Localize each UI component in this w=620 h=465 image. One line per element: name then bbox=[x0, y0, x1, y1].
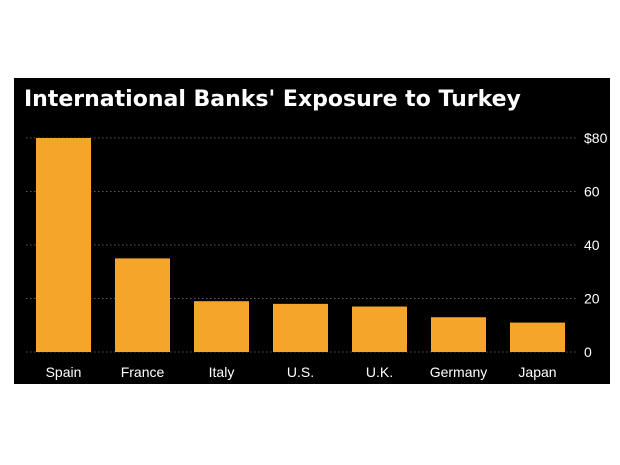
y-tick-label: 0 bbox=[584, 344, 592, 360]
x-tick-label: Germany bbox=[430, 364, 488, 380]
x-axis-ticks: Spain France Italy U.S. U.K. Germany Japan bbox=[46, 364, 557, 380]
x-tick-label: France bbox=[121, 364, 165, 380]
chart-title: International Banks' Exposure to Turkey bbox=[24, 87, 521, 112]
x-tick-label: U.K. bbox=[366, 364, 393, 380]
y-tick-label: $80 Billion bbox=[584, 130, 620, 146]
bar bbox=[431, 317, 486, 352]
bar bbox=[352, 306, 407, 352]
x-tick-label: U.S. bbox=[287, 364, 314, 380]
bar bbox=[273, 303, 328, 352]
x-tick-label: Spain bbox=[46, 364, 82, 380]
bars bbox=[36, 138, 565, 352]
x-tick-label: Japan bbox=[518, 364, 556, 380]
y-tick-label: 20 bbox=[584, 291, 600, 307]
bar bbox=[115, 258, 170, 352]
y-axis-ticks: 0 20 40 60 $80 Billion bbox=[584, 130, 620, 360]
x-tick-label: Italy bbox=[209, 364, 235, 380]
y-tick-label: 60 bbox=[584, 184, 600, 200]
bar bbox=[194, 301, 249, 352]
bar bbox=[510, 322, 565, 352]
y-tick-label: 40 bbox=[584, 237, 600, 253]
bar bbox=[36, 138, 91, 352]
